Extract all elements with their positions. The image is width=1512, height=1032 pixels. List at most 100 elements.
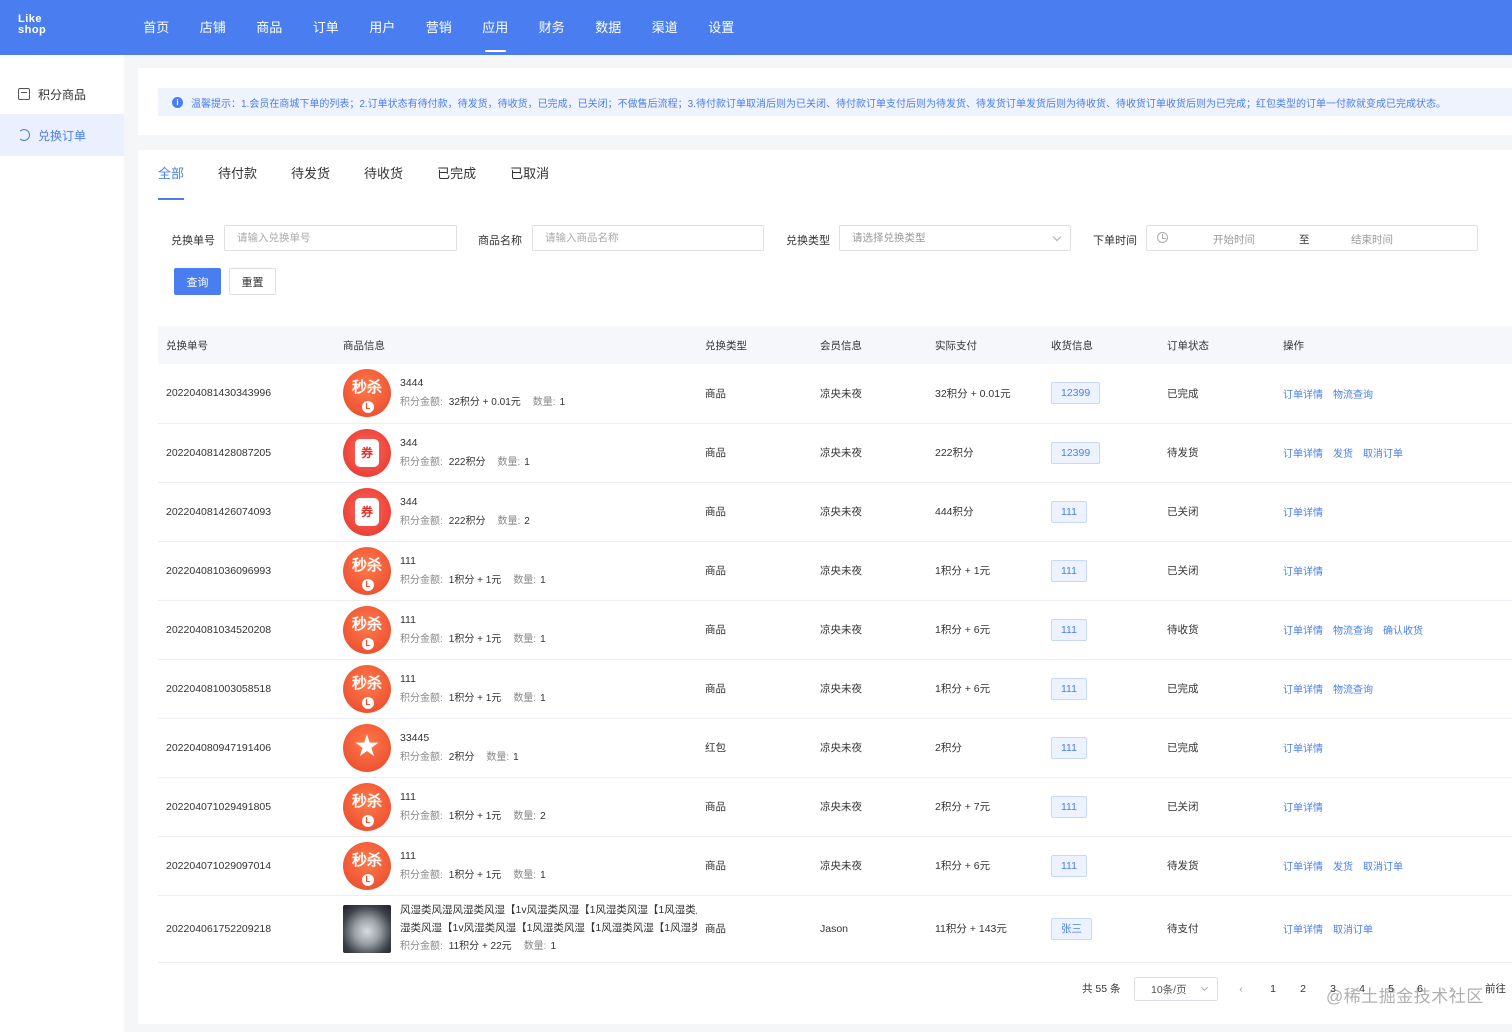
goto-page-label: 前往 xyxy=(1485,983,1506,995)
page-5[interactable]: 5 xyxy=(1388,983,1394,995)
nav-item-6[interactable]: 应用 xyxy=(467,0,524,55)
op-link[interactable]: 物流查询 xyxy=(1333,685,1373,696)
op-link[interactable]: 订单详情 xyxy=(1283,685,1323,696)
operations: 订单详情 发货 取消订单 xyxy=(1275,423,1512,483)
goods-text: 344 积分金额: 222积分 数量: 2 xyxy=(400,493,542,531)
qty-label: 数量: xyxy=(532,397,556,409)
qty-label: 数量: xyxy=(497,456,521,468)
op-link[interactable]: 订单详情 xyxy=(1283,389,1323,401)
table-row: 202204081430343996 秒杀 3444 积分金额: 32积分 + 0.01… xyxy=(158,364,1512,424)
chevron-down-icon xyxy=(1200,983,1209,992)
page-1[interactable]: 1 xyxy=(1270,983,1276,995)
receiver-tag[interactable]: 12399 xyxy=(1051,382,1101,405)
receiver-tag[interactable]: 111 xyxy=(1051,736,1087,759)
qty-value: 2 xyxy=(524,515,530,527)
sidebar: 积分商品 兑换订单 xyxy=(0,55,124,1032)
op-link[interactable]: 订单详情 xyxy=(1283,508,1323,519)
op-link[interactable]: 订单详情 xyxy=(1283,862,1323,873)
receiver-tag[interactable]: 111 xyxy=(1051,677,1087,700)
op-link[interactable]: 订单详情 xyxy=(1283,626,1323,637)
receiver-tag[interactable]: 111 xyxy=(1051,854,1087,877)
nav-item-7[interactable]: 财务 xyxy=(538,20,565,35)
receiver-tag[interactable]: 111 xyxy=(1051,618,1087,641)
tip-text: 温馨提示：1.会员在商城下单的列表；2.订单状态有待付款，待发货，待收货，已完成… xyxy=(191,98,1447,110)
tab-0[interactable]: 全部 xyxy=(158,150,185,200)
receiver-tag[interactable]: 111 xyxy=(1051,559,1087,582)
goods-name-input[interactable] xyxy=(532,225,764,251)
exchange-type-select[interactable]: 请选择兑换类型 xyxy=(839,225,1071,251)
amount-label: 积分金额: xyxy=(400,515,443,527)
nav-item-2[interactable]: 商品 xyxy=(256,20,283,35)
page-6[interactable]: 6 xyxy=(1417,983,1423,995)
column-header: 兑换单号 xyxy=(158,326,335,364)
op-link[interactable]: 订单详情 xyxy=(1283,567,1323,578)
actual-payment: 1积分 + 1元 xyxy=(927,541,1043,601)
end-time-placeholder[interactable]: 结束时间 xyxy=(1351,234,1393,246)
nav-item-5[interactable]: 营销 xyxy=(425,20,452,35)
exchange-type: 商品 xyxy=(697,482,812,542)
op-link[interactable]: 取消订单 xyxy=(1363,862,1403,873)
query-button[interactable]: 查询 xyxy=(174,268,221,295)
page-3[interactable]: 3 xyxy=(1330,983,1336,995)
amount-label: 积分金额: xyxy=(400,751,443,763)
nav-item-0[interactable]: 首页 xyxy=(143,20,170,35)
order-no-input[interactable] xyxy=(224,225,457,251)
op-link[interactable]: 订单详情 xyxy=(1283,925,1323,936)
order-no-label: 兑换单号 xyxy=(171,235,215,247)
nav-item-3[interactable]: 订单 xyxy=(312,20,339,35)
order-no: 202204081428087205 xyxy=(158,423,335,483)
goods-name: 33445 xyxy=(400,731,430,744)
op-link[interactable]: 确认收货 xyxy=(1383,626,1423,637)
nav-item-9[interactable]: 渠道 xyxy=(651,20,678,35)
op-link[interactable]: 取消订单 xyxy=(1363,449,1403,460)
exchange-type: 红包 xyxy=(697,718,812,778)
tab-3[interactable]: 待收货 xyxy=(364,166,404,181)
receiver-info: 111 xyxy=(1043,600,1159,660)
amount-value: 1积分 + 1元 xyxy=(448,810,502,822)
nav-item-8[interactable]: 数据 xyxy=(595,20,622,35)
goods-name: 111 xyxy=(400,613,416,626)
next-page-button[interactable]: › xyxy=(1449,983,1453,995)
order-time-range-picker[interactable]: 开始时间 至 结束时间 xyxy=(1146,225,1478,251)
goods-name-label: 商品名称 xyxy=(478,235,522,247)
receiver-tag[interactable]: 12399 xyxy=(1051,441,1101,464)
amount-label: 积分金额: xyxy=(400,941,443,952)
nav-item-4[interactable]: 用户 xyxy=(369,20,396,35)
reset-button[interactable]: 重置 xyxy=(229,268,276,295)
actual-payment: 32积分 + 0.01元 xyxy=(927,364,1043,424)
qty-value: 1 xyxy=(540,633,546,645)
sidebar-item-exchange-orders[interactable]: 兑换订单 xyxy=(0,114,124,156)
receiver-info: 111 xyxy=(1043,777,1159,837)
tab-2[interactable]: 待发货 xyxy=(291,166,331,181)
start-time-placeholder[interactable]: 开始时间 xyxy=(1213,234,1255,246)
page-2[interactable]: 2 xyxy=(1300,983,1306,995)
op-link[interactable]: 订单详情 xyxy=(1283,803,1323,814)
page-4[interactable]: 4 xyxy=(1359,983,1365,995)
nav-item-1[interactable]: 店铺 xyxy=(199,20,226,35)
receiver-tag[interactable]: 111 xyxy=(1051,500,1087,523)
op-link[interactable]: 发货 xyxy=(1333,449,1353,460)
op-link[interactable]: 订单详情 xyxy=(1283,449,1323,460)
prev-page-button[interactable]: ‹ xyxy=(1239,983,1243,995)
nav-item-10[interactable]: 设置 xyxy=(708,20,735,35)
op-link[interactable]: 物流查询 xyxy=(1333,389,1373,401)
goods-name: 111 xyxy=(400,672,416,685)
op-link[interactable]: 发货 xyxy=(1333,862,1353,873)
op-link[interactable]: 取消订单 xyxy=(1333,925,1373,936)
tab-5[interactable]: 已取消 xyxy=(510,166,550,181)
tab-4[interactable]: 已完成 xyxy=(437,166,477,181)
goods-meta: 积分金额: 1积分 + 1元 数量: 1 xyxy=(400,689,558,708)
column-header: 商品信息 xyxy=(335,326,697,364)
receiver-tag[interactable]: 111 xyxy=(1051,795,1087,818)
op-link[interactable]: 物流查询 xyxy=(1333,626,1373,637)
logo[interactable]: Like shop xyxy=(18,14,58,36)
tab-1[interactable]: 待付款 xyxy=(218,166,258,181)
sidebar-item-points-goods[interactable]: 积分商品 xyxy=(0,73,124,115)
page-size-select[interactable]: 10条/页 xyxy=(1134,977,1218,1001)
operations: 订单详情 xyxy=(1275,777,1512,837)
receiver-tag[interactable]: 张三 xyxy=(1051,917,1092,940)
op-link[interactable]: 订单详情 xyxy=(1283,744,1323,755)
